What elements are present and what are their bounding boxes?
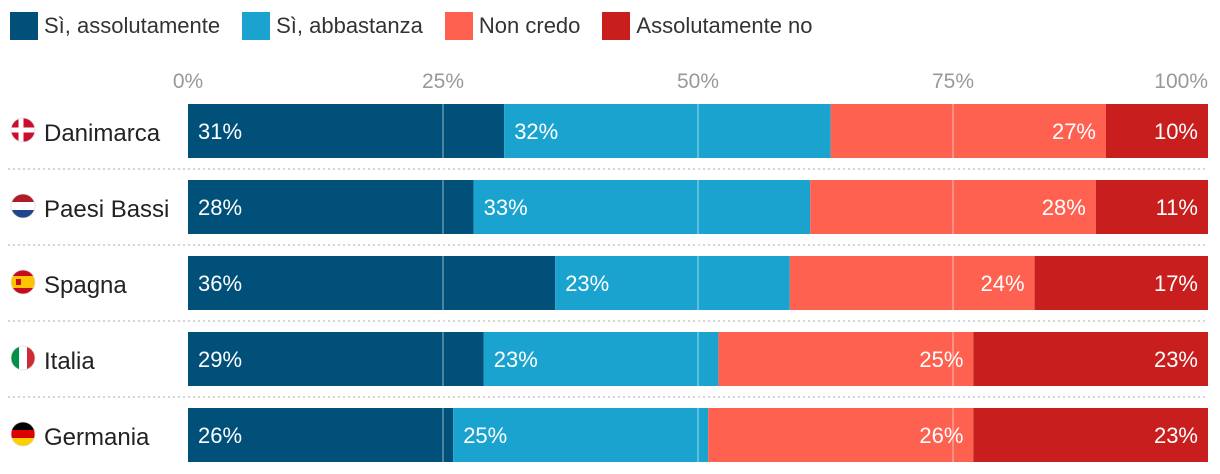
- flag-part: [16, 279, 21, 285]
- flag-fill: [11, 422, 35, 446]
- legend-label: Sì, abbastanza: [276, 13, 423, 38]
- flag-part: [11, 430, 35, 438]
- legend-item-si-assolutamente: Sì, assolutamente: [10, 12, 220, 40]
- flag-fill: [11, 346, 35, 370]
- bar-segment: [1034, 256, 1208, 310]
- flag-outline: [10, 345, 36, 371]
- legend-swatch: [602, 12, 631, 40]
- x-tick-label: 75%: [932, 70, 974, 93]
- bar-segment: [188, 256, 556, 310]
- flag-part: [11, 346, 19, 370]
- legend-swatch: [10, 12, 38, 40]
- data-label: 28%: [198, 195, 242, 220]
- bar-segment: [504, 104, 831, 158]
- x-tick-label: 100%: [1154, 70, 1208, 93]
- legend-swatch: [444, 12, 473, 40]
- bar-segment: [830, 104, 1106, 158]
- bar-segment: [810, 180, 1096, 234]
- bar-segment: [188, 180, 474, 234]
- bar-segment: [1106, 104, 1208, 158]
- data-label: 17%: [1154, 271, 1198, 296]
- flag-part: [18, 118, 24, 142]
- flag-outline: [10, 193, 36, 219]
- flag-outline: [10, 421, 36, 447]
- data-label: 29%: [198, 347, 242, 372]
- bar-segment: [188, 408, 454, 462]
- data-label: 11%: [1156, 195, 1198, 220]
- data-label: 23%: [494, 347, 538, 372]
- bar-segment: [718, 332, 974, 386]
- legend-item-non-credo: Non credo: [444, 12, 581, 40]
- flag-fill: [11, 118, 35, 142]
- data-label: 26%: [198, 423, 242, 448]
- flag-part: [11, 194, 35, 202]
- data-label: 28%: [1042, 195, 1086, 220]
- italy-flag-icon: [10, 345, 36, 371]
- legend-item-assolutamente-no: Assolutamente no: [602, 12, 813, 40]
- denmark-flag-icon: [10, 117, 36, 143]
- bar-segment: [188, 332, 484, 386]
- bar-segment: [473, 180, 811, 234]
- category-label: Germania: [44, 424, 150, 451]
- bar-segment: [483, 332, 719, 386]
- data-label: 25%: [919, 347, 963, 372]
- flag-part: [11, 276, 35, 288]
- x-tick-label: 0%: [173, 70, 203, 93]
- netherlands-flag-icon: [10, 193, 36, 219]
- flag-outline: [10, 117, 36, 143]
- x-tick-label: 25%: [422, 70, 464, 93]
- data-label: 24%: [981, 271, 1025, 296]
- legend-label: Assolutamente no: [636, 13, 813, 38]
- data-label: 27%: [1052, 119, 1096, 144]
- bar-segment: [1095, 180, 1208, 234]
- data-label: 25%: [463, 423, 507, 448]
- data-label: 26%: [919, 423, 963, 448]
- legend-swatch: [242, 12, 271, 40]
- data-label: 36%: [198, 271, 242, 296]
- flag-outline: [10, 269, 36, 295]
- flag-part: [27, 346, 35, 370]
- category-label: Spagna: [44, 272, 127, 299]
- data-label: 23%: [565, 271, 609, 296]
- bar-segment: [708, 408, 974, 462]
- category-label: Italia: [44, 348, 95, 375]
- germany-flag-icon: [10, 421, 36, 447]
- flag-part: [19, 346, 27, 370]
- bar-segment: [555, 256, 790, 310]
- bar-segment: [973, 332, 1208, 386]
- spain-flag-icon: [10, 269, 36, 295]
- flag-fill: [11, 194, 35, 218]
- data-label: 31%: [198, 119, 242, 144]
- category-label: Paesi Bassi: [44, 196, 169, 223]
- data-label: 23%: [1154, 423, 1198, 448]
- legend-label: Sì, assolutamente: [44, 13, 221, 38]
- flag-fill: [11, 270, 35, 294]
- bar-segment: [973, 408, 1208, 462]
- legend-label: Non credo: [478, 13, 581, 38]
- chart-legend: Sì, assolutamente Sì, abbastanza Non cre…: [10, 10, 835, 42]
- flag-part: [11, 422, 35, 430]
- bar-segment: [188, 104, 505, 158]
- bar-segment: [453, 408, 709, 462]
- flag-part: [11, 438, 35, 446]
- category-label: Danimarca: [44, 120, 161, 147]
- data-label: 32%: [514, 119, 558, 144]
- data-label: 23%: [1154, 347, 1198, 372]
- data-label: 33%: [484, 195, 528, 220]
- bar-segment: [789, 256, 1035, 310]
- x-tick-label: 50%: [677, 70, 719, 93]
- flag-part: [11, 210, 35, 218]
- data-label: 10%: [1154, 119, 1198, 144]
- legend-item-si-abbastanza: Sì, abbastanza: [242, 12, 423, 40]
- flag-part: [11, 202, 35, 210]
